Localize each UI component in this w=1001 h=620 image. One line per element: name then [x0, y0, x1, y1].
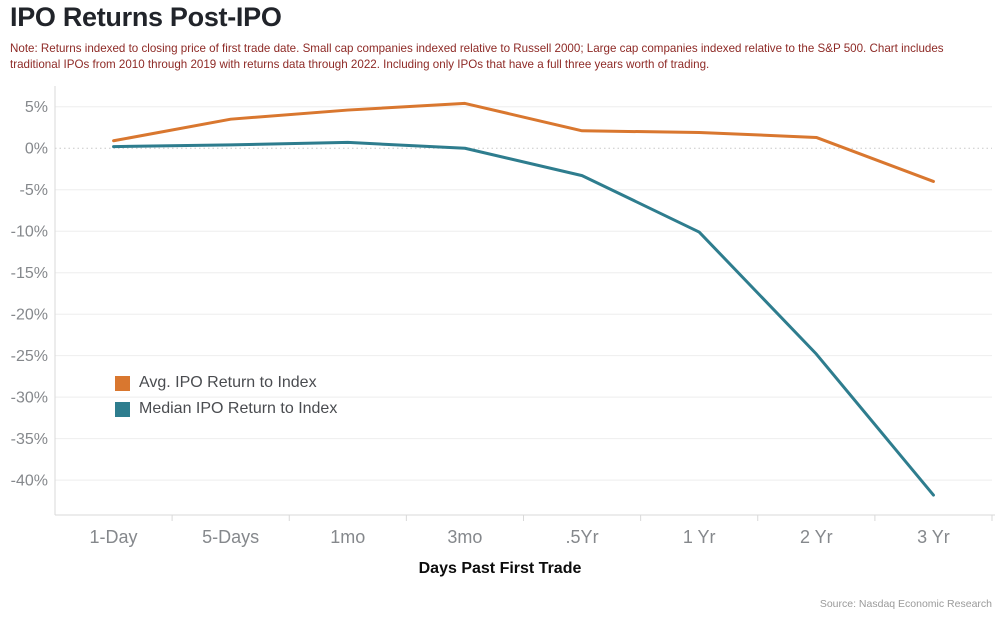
x-tick-label: .5Yr [566, 527, 599, 547]
x-tick-label: 1-Day [90, 527, 138, 547]
chart-note: Note: Returns indexed to closing price o… [10, 42, 944, 71]
source-credit: Source: Nasdaq Economic Research [819, 598, 992, 610]
y-tick-label: -10% [11, 224, 48, 241]
y-tick-label: -25% [11, 348, 48, 365]
x-tick-label: 1 Yr [683, 527, 716, 547]
x-tick-label: 5-Days [202, 527, 259, 547]
x-tick-label: 2 Yr [800, 527, 833, 547]
x-axis-title: Days Past First Trade [418, 560, 582, 577]
series-line-avg [112, 101, 935, 183]
legend: Avg. IPO Return to Index Median IPO Retu… [115, 370, 337, 422]
y-tick-label: 0% [25, 141, 48, 158]
legend-swatch-avg-icon [115, 375, 130, 391]
legend-swatch-median-icon [115, 401, 130, 417]
y-tick-label: -15% [11, 265, 48, 282]
y-tick-label: -20% [11, 307, 48, 324]
legend-label-avg: Avg. IPO Return to Index [139, 374, 317, 391]
y-tick-label: -40% [11, 473, 48, 490]
legend-label-median: Median IPO Return to Index [139, 400, 338, 417]
series-line-median [112, 140, 935, 497]
x-tick-label: 3 Yr [917, 527, 950, 547]
legend-item-median: Median IPO Return to Index [115, 396, 337, 422]
y-tick-label: -30% [11, 390, 48, 407]
chart-title: IPO Returns Post-IPO [10, 2, 282, 32]
x-tick-label: 1mo [330, 527, 365, 547]
legend-item-avg: Avg. IPO Return to Index [115, 370, 337, 396]
y-tick-label: -35% [11, 431, 48, 448]
y-tick-label: 5% [25, 99, 48, 116]
y-tick-label: -5% [20, 182, 48, 199]
x-tick-label: 3mo [447, 527, 482, 547]
